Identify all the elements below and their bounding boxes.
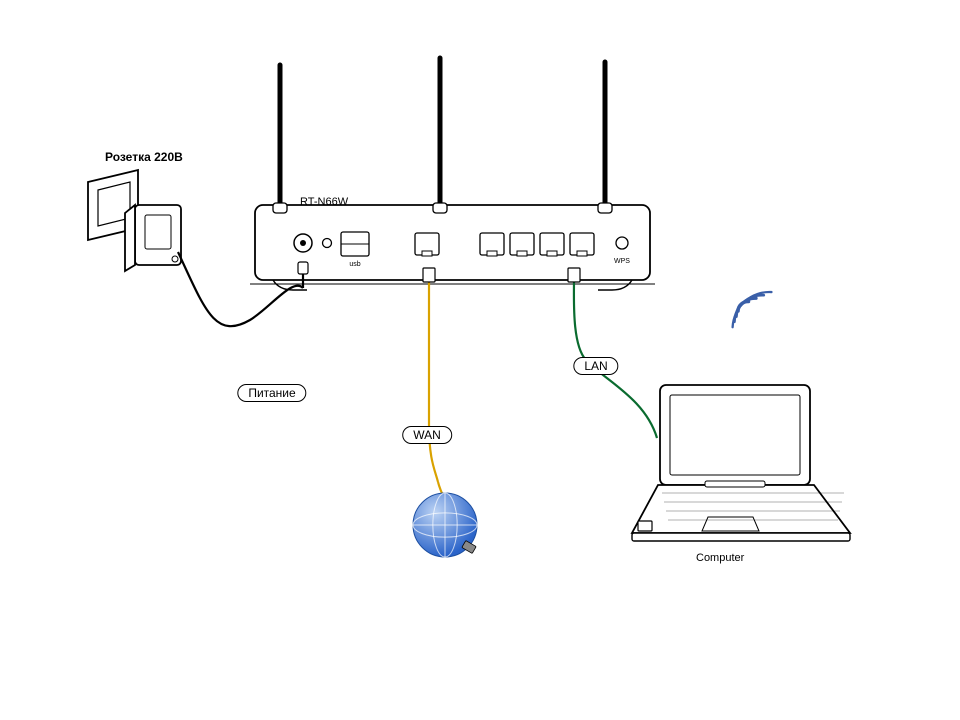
lan-cable-label: LAN bbox=[573, 357, 618, 375]
svg-text:WPS: WPS bbox=[614, 258, 630, 265]
router-wps-button bbox=[616, 237, 628, 249]
wan-cable bbox=[429, 280, 438, 482]
router-model-label: RT-N66W bbox=[300, 196, 348, 208]
power-cable-label: Питание bbox=[237, 384, 306, 402]
outlet-label: Розетка 220В bbox=[105, 150, 183, 164]
computer-label: Computer bbox=[696, 552, 744, 564]
wifi-signal-icon bbox=[733, 292, 772, 327]
svg-text:usb: usb bbox=[349, 261, 360, 268]
wan-cable-label: WAN bbox=[402, 426, 452, 444]
laptop-base bbox=[632, 485, 850, 533]
laptop-ethernet-port bbox=[638, 521, 652, 531]
